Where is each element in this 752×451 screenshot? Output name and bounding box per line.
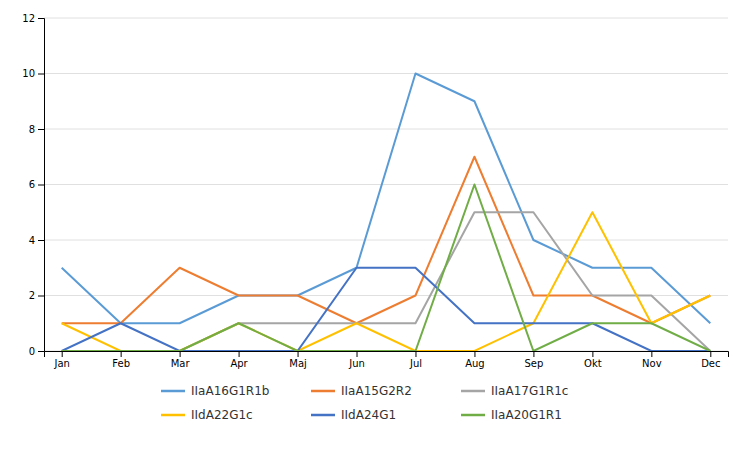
tick-label: 6 xyxy=(29,179,35,190)
tick: 10 xyxy=(22,68,44,79)
tick-mark xyxy=(357,351,358,357)
legend-swatch xyxy=(461,390,485,393)
axis-domain xyxy=(38,19,45,352)
tick: Jun xyxy=(348,351,365,369)
tick-mark xyxy=(38,185,44,186)
tick-label: 4 xyxy=(29,235,35,246)
tick-mark xyxy=(121,351,122,357)
tick-label: 0 xyxy=(29,346,35,357)
grid-line xyxy=(44,184,728,185)
lines xyxy=(62,74,711,352)
tick-mark xyxy=(180,351,181,357)
tick-mark xyxy=(533,351,534,357)
grid xyxy=(44,18,728,351)
tick-mark xyxy=(298,351,299,357)
tick-mark xyxy=(592,351,593,357)
series-line xyxy=(62,185,711,352)
legend-label: IIaA15G2R2 xyxy=(341,384,412,398)
tick-mark xyxy=(239,351,240,357)
tick: Aug xyxy=(465,351,485,369)
tick: Apr xyxy=(230,351,248,369)
legend-label: IIaA20G1R1 xyxy=(491,408,562,422)
tick-mark xyxy=(38,240,44,241)
tick-mark xyxy=(38,296,44,297)
tick-mark xyxy=(38,351,44,352)
tick: Okt xyxy=(584,351,602,369)
legend-label: IIdA24G1 xyxy=(341,408,396,422)
tick: Jan xyxy=(53,351,69,369)
series-line xyxy=(62,268,711,351)
y-axis: 0 2 4 6 8 10 12 xyxy=(22,13,44,357)
tick-label: Jan xyxy=(53,358,69,369)
tick-label: 8 xyxy=(29,124,35,135)
plot: 0 2 4 6 8 10 12 Jan Feb Mar Apr Maj Jun Jul Aug Sep Okt N… xyxy=(22,13,728,369)
tick-label: Nov xyxy=(642,358,662,369)
legend-item: IIaA20G1R1 xyxy=(461,408,562,422)
legend-swatch xyxy=(161,390,185,393)
tick-label: Aug xyxy=(465,358,485,369)
tick: Jul xyxy=(409,351,422,369)
tick-mark xyxy=(38,129,44,130)
tick: 0 xyxy=(29,346,44,357)
grid-line xyxy=(44,240,728,241)
series-line xyxy=(62,212,711,351)
tick: 2 xyxy=(29,290,44,301)
tick-label: Sep xyxy=(524,358,543,369)
tick-label: 10 xyxy=(22,68,35,79)
tick-mark xyxy=(651,351,652,357)
tick-label: 2 xyxy=(29,290,35,301)
grid-line xyxy=(44,129,728,130)
legend-label: IIaA16G1R1b xyxy=(191,384,269,398)
legend-swatch xyxy=(311,414,335,417)
legend: IIaA16G1R1b IIaA15G2R2 IIaA17G1R1c IIdA22G1… xyxy=(161,384,568,422)
tick-label: Dec xyxy=(701,358,720,369)
grid-line xyxy=(44,73,728,74)
x-axis: Jan Feb Mar Apr Maj Jun Jul Aug Sep Okt Nov Dec xyxy=(45,351,729,369)
series-line xyxy=(62,212,711,351)
tick: Sep xyxy=(524,351,543,369)
tick-mark xyxy=(415,351,416,357)
tick-mark xyxy=(38,74,44,75)
tick-label: Okt xyxy=(584,358,602,369)
tick: Nov xyxy=(642,351,662,369)
series-line xyxy=(62,74,711,324)
tick-mark xyxy=(710,351,711,357)
tick-label: 12 xyxy=(22,13,35,24)
legend-swatch xyxy=(311,390,335,393)
tick: 12 xyxy=(22,13,44,24)
tick: 8 xyxy=(29,124,44,135)
tick-label: Mar xyxy=(171,358,191,369)
tick-label: Apr xyxy=(230,358,248,369)
legend-item: IIaA17G1R1c xyxy=(461,384,568,398)
tick-mark xyxy=(38,18,44,19)
tick-label: Feb xyxy=(112,358,130,369)
tick: Feb xyxy=(112,351,130,369)
legend-label: IIaA17G1R1c xyxy=(491,384,568,398)
tick-label: Jun xyxy=(348,358,365,369)
tick: Maj xyxy=(289,351,307,369)
tick-mark xyxy=(62,351,63,357)
tick-mark xyxy=(474,351,475,357)
chart: 0 2 4 6 8 10 12 Jan Feb Mar Apr Maj Jun Jul Aug Sep Okt N… xyxy=(0,0,752,451)
tick: 6 xyxy=(29,179,44,190)
legend-swatch xyxy=(461,414,485,417)
tick: 4 xyxy=(29,235,44,246)
legend-item: IIdA24G1 xyxy=(311,408,396,422)
legend-item: IIaA16G1R1b xyxy=(161,384,269,398)
legend-item: IIaA15G2R2 xyxy=(311,384,412,398)
tick-label: Maj xyxy=(289,358,307,369)
tick-label: Jul xyxy=(409,358,422,369)
legend-label: IIdA22G1c xyxy=(191,408,253,422)
legend-swatch xyxy=(161,414,185,417)
axis-domain xyxy=(45,352,729,358)
legend-item: IIdA22G1c xyxy=(161,408,253,422)
series-line xyxy=(62,157,711,324)
tick: Dec xyxy=(701,351,720,369)
grid-line xyxy=(44,18,728,19)
tick: Mar xyxy=(171,351,191,369)
